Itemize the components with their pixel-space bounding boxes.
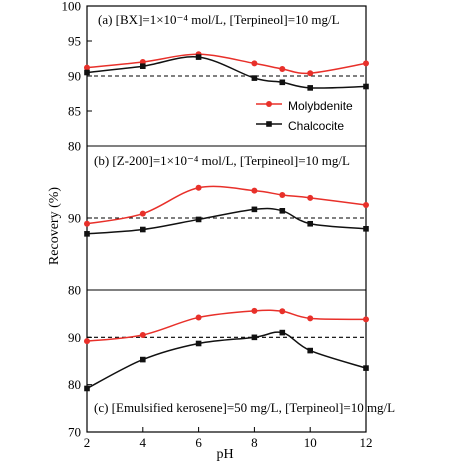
legend-label-chalcocite: Chalcocite: [288, 119, 344, 133]
panel-c-chalcocite-point-1: [140, 356, 146, 363]
panel-c-molybdenite-point-0: [84, 338, 90, 345]
panel-a-molybdenite-line: [86, 53, 367, 75]
panel-a-ytick-label-1: 85: [68, 104, 81, 119]
panel-c-molybdenite-line: [86, 309, 367, 342]
panel-c-chalcocite-point-2: [195, 340, 202, 347]
x-tick-label-1: 4: [140, 435, 147, 450]
panel-b-ytick-label-1: 90: [68, 211, 81, 226]
x-axis-label: pH: [216, 447, 233, 462]
panel-a-chalcocite-point-1: [140, 63, 146, 69]
series-layer: [84, 51, 369, 392]
panel-a-molybdenite-point-5: [307, 70, 314, 77]
panel-c-chalcocite-point-3: [251, 334, 258, 341]
panel-c-chalcocite-point-0: [84, 385, 90, 392]
y-axis-label: Recovery (%): [47, 187, 62, 265]
legend-marker-molybdenite: [266, 101, 272, 107]
legend-label-molybdenite: Molybdenite: [288, 99, 353, 113]
panel-b-chalcocite-point-0: [84, 231, 90, 237]
panel-b-molybdenite-point-3: [251, 187, 258, 194]
frame-layer: [86, 5, 367, 433]
panel-c-molybdenite-point-4: [279, 308, 286, 315]
panel-b-chalcocite-point-2: [195, 216, 202, 223]
panel-a-chalcocite-point-5: [307, 85, 313, 91]
panel-c-ytick-label-2: 90: [68, 330, 81, 345]
panel-a-molybdenite-point-3: [251, 60, 258, 67]
x-tick-label-4: 10: [304, 435, 317, 450]
panel-b-molybdenite-point-2: [195, 184, 202, 191]
panel-a-chalcocite-point-4: [279, 79, 286, 86]
panel-b-chalcocite-point-1: [140, 226, 146, 233]
panel-b-chalcocite-line: [86, 207, 367, 235]
legend-marker-chalcocite: [266, 121, 272, 127]
panel-c-annotation: (c) [Emulsified kerosene]=50 mg/L, [Terp…: [94, 400, 395, 415]
text-layer: pH Recovery (%) (a) [BX]=1×10⁻⁴ mol/L, […: [47, 0, 395, 462]
panel-a-chalcocite-line: [86, 56, 367, 89]
x-tick-label-2: 6: [195, 435, 202, 450]
x-tick-label-0: 2: [84, 435, 91, 450]
panel-a-chalcocite-point-0: [84, 69, 90, 76]
panel-c-molybdenite-point-1: [139, 331, 146, 338]
panel-b-molybdenite-point-4: [279, 191, 286, 198]
panel-b-molybdenite-point-0: [84, 220, 90, 227]
panel-b-chalcocite-point-4: [279, 208, 286, 214]
panel-b-molybdenite-point-1: [139, 210, 146, 217]
panel-c-chalcocite-point-5: [307, 347, 313, 354]
plot-frame: [86, 5, 367, 433]
panel-a-ytick-label-0: 80: [68, 139, 81, 154]
panel-c-chalcocite-point-6: [363, 365, 369, 371]
panel-c-chalcocite-line: [86, 331, 367, 390]
panel-a-chalcocite-point-6: [363, 83, 369, 90]
panel-a-ytick-label-3: 95: [68, 34, 81, 49]
panel-a-molybdenite-point-6: [363, 60, 369, 67]
panel-a-molybdenite-point-0: [84, 64, 90, 71]
panel-a-molybdenite-point-4: [279, 66, 286, 72]
panel-b-chalcocite-point-3: [251, 206, 258, 213]
panel-c-molybdenite-point-5: [307, 315, 314, 322]
panel-b-ytick-label-0: 80: [68, 283, 81, 298]
panel-c-ytick-label-0: 70: [68, 425, 81, 440]
panel-c-molybdenite-point-2: [195, 314, 202, 321]
panel-b-annotation: (b) [Z-200]=1×10⁻⁴ mol/L, [Terpineol]=10…: [94, 153, 350, 168]
x-tick-label-5: 12: [360, 435, 373, 450]
panel-a-chalcocite-point-2: [195, 54, 202, 60]
panel-c-ytick-label-1: 80: [68, 377, 81, 392]
panel-b-chalcocite-point-5: [307, 220, 313, 227]
panel-b-molybdenite-point-5: [307, 194, 314, 201]
panel-a-ytick-label-4: 100: [62, 0, 82, 14]
panel-a-ytick-label-2: 90: [68, 69, 81, 84]
panel-b-chalcocite-point-6: [363, 226, 369, 232]
panel-c-molybdenite-point-6: [363, 316, 369, 323]
panel-c-molybdenite-point-3: [251, 307, 258, 314]
x-tick-label-3: 8: [251, 435, 258, 450]
panel-b-molybdenite-point-6: [363, 202, 369, 209]
panel-a-chalcocite-point-3: [251, 75, 258, 81]
panel-c-chalcocite-point-4: [279, 329, 286, 336]
panel-a-annotation: (a) [BX]=1×10⁻⁴ mol/L, [Terpineol]=10 mg…: [98, 12, 340, 27]
panel-b-molybdenite-line: [86, 185, 367, 225]
